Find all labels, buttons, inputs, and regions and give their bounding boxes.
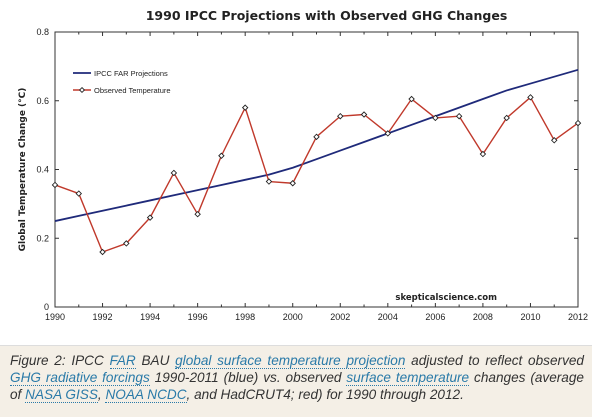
observed-point: [503, 114, 510, 122]
observed-point: [360, 111, 368, 118]
x-tick-label: 2000: [283, 312, 303, 322]
caption-text: BAU: [135, 353, 176, 368]
observed-point: [384, 130, 392, 137]
observed-point: [313, 133, 320, 141]
legend-label-projection: IPCC FAR Projections: [94, 69, 168, 78]
y-tick-label: 0.6: [36, 96, 49, 106]
observed-point: [170, 169, 178, 177]
observed-point: [99, 248, 106, 256]
chart-area: 1990 IPCC Projections with Observed GHG …: [18, 8, 589, 322]
observed-point: [75, 190, 83, 197]
x-tick-label: 1998: [235, 312, 255, 322]
y-axis-label: Global Temperature Change (°C): [18, 88, 28, 252]
caption-link[interactable]: GHG radiative forcings: [10, 370, 150, 386]
chart: 1990 IPCC Projections with Observed GHG …: [18, 8, 588, 322]
observed-point: [432, 114, 439, 122]
observed-point: [265, 178, 273, 185]
caption-text: 1990-2011 (blue) vs. observed: [149, 370, 347, 385]
x-tick-label: 2010: [520, 312, 540, 322]
observed-point: [241, 104, 249, 111]
x-tick-label: 2012: [568, 312, 588, 322]
observed-point: [550, 137, 558, 144]
y-tick-label: 0.2: [36, 233, 49, 243]
figure-caption: Figure 2: IPCC FAR BAU global surface te…: [10, 352, 584, 403]
caption-text: changes (average of: [10, 370, 584, 402]
caption-link[interactable]: surface temperature: [346, 370, 470, 386]
watermark-text: skepticalscience.com: [395, 293, 497, 303]
observed-point: [527, 94, 534, 101]
caption-text: ,: [97, 387, 106, 402]
caption-box: Figure 2: IPCC FAR BAU global surface te…: [0, 345, 592, 417]
y-tick-label: 0: [44, 302, 49, 312]
observed-point: [289, 180, 296, 187]
observed-point: [146, 214, 154, 221]
observed-point: [408, 95, 415, 103]
caption-link[interactable]: global surface temperature projection: [175, 353, 406, 369]
x-tick-label: 2008: [473, 312, 493, 322]
y-tick-label: 0.8: [36, 27, 49, 37]
observed-point: [455, 112, 463, 120]
caption-link[interactable]: FAR: [109, 353, 136, 369]
projection-line: [54, 68, 579, 222]
x-tick-label: 1990: [45, 312, 65, 322]
caption-link[interactable]: NOAA NCDC: [105, 387, 187, 403]
observed-point: [194, 210, 201, 218]
x-tick-label: 2004: [378, 312, 398, 322]
observed-point: [574, 119, 582, 127]
observed-point: [51, 181, 59, 189]
x-tick-label: 1994: [140, 312, 160, 322]
caption-link[interactable]: NASA GISS: [25, 387, 98, 403]
x-tick-label: 1996: [188, 312, 208, 322]
caption-text: Figure 2: IPCC: [10, 353, 110, 368]
y-tick-label: 0.4: [36, 165, 49, 175]
observed-point: [479, 150, 487, 158]
observed-point: [337, 112, 344, 120]
caption-text: , and HadCRUT4; red) for 1990 through 20…: [186, 387, 464, 402]
chart-title: 1990 IPCC Projections with Observed GHG …: [146, 8, 508, 23]
x-tick-label: 2002: [330, 312, 350, 322]
x-tick-label: 2006: [425, 312, 445, 322]
observed-line: [54, 96, 579, 253]
legend-label-observed: Observed Temperature: [94, 86, 171, 95]
observed-point: [123, 240, 130, 247]
x-tick-label: 1992: [93, 312, 113, 322]
observed-point: [218, 152, 225, 159]
caption-text: adjusted to reflect observed: [405, 353, 584, 368]
legend-marker-observed: [78, 86, 86, 94]
